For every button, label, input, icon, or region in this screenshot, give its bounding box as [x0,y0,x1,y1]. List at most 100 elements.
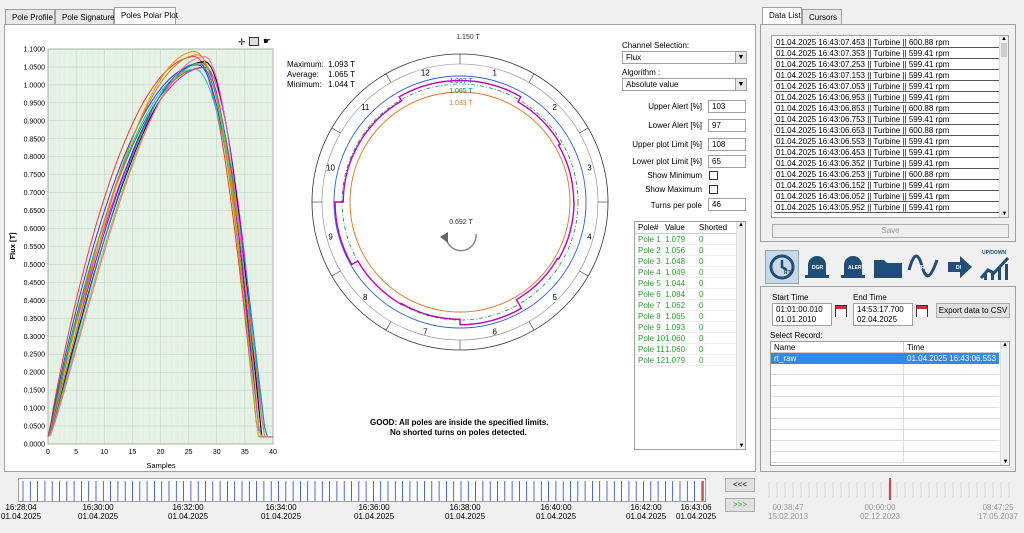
up-down-chart-icon[interactable]: UP/DOWN [978,250,1012,284]
scroll-down-icon[interactable]: ▼ [1002,459,1009,465]
data-list-item[interactable]: 01.04.2025 16:43:07.153 || Turbine || 59… [774,70,1006,81]
pole-shorted-cell: 0 [699,257,704,266]
timeline-date: 01.04.2025 [676,512,717,521]
data-list-item[interactable]: 01.04.2025 16:43:07.253 || Turbine || 59… [774,59,1006,70]
scroll-down-icon[interactable]: ▼ [738,443,745,449]
icon-button-label: DI [956,265,961,271]
pole-value-cell: 1.079 [665,235,686,244]
data-list-item[interactable]: 01.04.2025 16:43:06.653 || Turbine || 60… [774,125,1006,136]
lower-plot-input[interactable]: 65 [708,155,746,168]
tab-poles-polar-plot[interactable]: Poles Polar Plot [114,7,178,24]
pan-tool-icon[interactable] [249,37,259,46]
pole-table-scrollbar[interactable]: ▲ ▼ [736,222,745,449]
rotation-arrow-icon [440,232,477,252]
y-tick-label: 0.8000 [24,154,46,161]
mini-timeline[interactable] [765,478,1020,502]
data-list-item[interactable]: 01.04.2025 16:43:06.052 || Turbine || 59… [774,191,1006,202]
end-time-field[interactable]: 14:53:17.700 02.04.2025 [853,303,913,326]
folder-icon[interactable] [871,250,905,284]
pole-table-row[interactable]: Pole 2 1.056 0 [635,245,745,256]
data-list-item[interactable]: 01.04.2025 16:43:06.152 || Turbine || 59… [774,180,1006,191]
tab-data-list[interactable]: Data List [762,7,802,24]
records-table[interactable]: Name Time rt_raw 01.04.2025 16:43:06.553… [770,341,1010,466]
pole-table-row[interactable]: Pole 1 1.079 0 [635,234,745,245]
data-list-item[interactable]: 01.04.2025 16:43:06.253 || Turbine || 60… [774,169,1006,180]
calendar-icon[interactable] [835,305,847,317]
timeline-date: 01.04.2025 [445,512,486,521]
data-list[interactable]: 01.04.2025 16:43:07.453 || Turbine || 60… [771,35,1009,218]
data-list-item[interactable]: 01.04.2025 16:43:07.453 || Turbine || 60… [774,37,1006,48]
data-list-item[interactable]: 01.04.2025 16:43:07.353 || Turbine || 59… [774,48,1006,59]
di-export-icon[interactable]: DI [944,250,978,284]
x-tick-label: 0 [46,449,50,456]
pole-shorted-cell: 0 [699,268,704,277]
x-tick-label: 20 [157,449,165,456]
records-header: Name Time [771,342,1009,353]
mini-time: 00:38:47 [772,503,804,512]
start-time-field[interactable]: 01:01:00.010 01.01.2010 [772,303,832,326]
trend-icon[interactable]: TR [906,250,940,284]
data-list-item[interactable]: 01.04.2025 16:43:06.853 || Turbine || 60… [774,103,1006,114]
pole-table-row[interactable]: Pole 9 1.093 0 [635,322,745,333]
start-date-value: 01.01.2010 [776,315,817,324]
data-list-item[interactable]: 01.04.2025 16:43:06.352 || Turbine || 59… [774,158,1006,169]
upper-plot-input[interactable]: 108 [708,138,746,151]
scroll-up-icon[interactable]: ▲ [1001,36,1007,42]
zoom-tool-icon[interactable]: ✛ [238,37,246,47]
save-button[interactable]: Save [772,224,1009,238]
data-list-item[interactable]: 01.04.2025 16:43:05.952 || Turbine || 59… [774,202,1006,213]
tab-pole-signature[interactable]: Pole Signature [55,9,114,24]
pole-name-cell: Pole 4 [638,268,661,277]
timeline-bar[interactable] [18,478,706,502]
scroll-up-icon[interactable]: ▲ [738,222,744,228]
data-list-item[interactable]: 01.04.2025 16:43:07.053 || Turbine || 59… [774,81,1006,92]
show-max-checkbox[interactable] [709,185,718,194]
pole-table-row[interactable]: Pole 11 1.060 0 [635,344,745,355]
prev-button[interactable]: <<< [725,478,755,492]
pole-values-trace [334,79,575,326]
end-date-value: 02.04.2025 [857,315,898,324]
records-scrollbar[interactable]: ▲ ▼ [1000,342,1009,465]
scroll-down-icon[interactable]: ▼ [1001,211,1008,217]
scroll-thumb[interactable] [1001,43,1007,57]
lower-alert-input[interactable]: 97 [708,119,746,132]
data-list-item[interactable]: 01.04.2025 16:43:06.453 || Turbine || 59… [774,147,1006,158]
data-list-scrollbar[interactable]: ▲ ▼ [999,36,1008,217]
pole-table-row[interactable]: Pole 8 1.065 0 [635,311,745,322]
channel-select[interactable]: Flux ▼ [622,51,747,64]
dgr-bell-icon[interactable]: DGR [800,250,834,284]
tab-pole-profile[interactable]: Pole Profile [5,9,55,24]
pole-table-row[interactable]: Pole 7 1.062 0 [635,300,745,311]
calendar-icon[interactable] [916,305,928,317]
pole-table-row[interactable]: Pole 6 1.084 0 [635,289,745,300]
next-button[interactable]: >>> [725,498,755,512]
pole-table-row[interactable]: Pole 12 1.079 0 [635,355,745,366]
pole-table-row[interactable]: Pole 10 1.060 0 [635,333,745,344]
timeline-label: 16:40:00 01.04.2025 [536,503,576,521]
realtime-clock-icon[interactable]: RT [765,250,799,284]
pole-number-label: 12 [421,69,430,78]
show-min-checkbox[interactable] [709,171,718,180]
export-csv-button[interactable]: Export data to CSV [936,303,1010,318]
data-list-item[interactable]: 01.04.2025 16:43:06.553 || Turbine || 59… [774,136,1006,147]
record-row[interactable]: rt_raw 01.04.2025 16:43:06.553 [771,353,999,364]
pole-value-cell: 1.062 [665,301,686,310]
pole-table-row[interactable]: Pole 3 1.048 0 [635,256,745,267]
end-time-label: End Time [853,293,887,302]
pole-table-row[interactable]: Pole 5 1.044 0 [635,278,745,289]
upper-alert-input[interactable]: 103 [708,100,746,113]
pole-number-label: 2 [553,103,558,112]
scroll-up-icon[interactable]: ▲ [1002,342,1008,348]
alert-bell-icon[interactable]: ALERT [836,250,870,284]
hand-tool-icon[interactable]: ☛ [263,36,272,46]
tab-cursors[interactable]: Cursors [802,9,842,24]
algorithm-select[interactable]: Absolute value ▼ [622,78,747,91]
data-list-item[interactable]: 01.04.2025 16:43:06.953 || Turbine || 59… [774,92,1006,103]
pole-table-row[interactable]: Pole 4 1.049 0 [635,267,745,278]
pole-profile-curve [47,56,273,438]
pole-shorted-cell: 0 [699,334,704,343]
turns-input[interactable]: 46 [708,198,746,211]
data-list-item[interactable]: 01.04.2025 16:43:06.753 || Turbine || 59… [774,114,1006,125]
max-label: Maximum: [287,60,324,69]
pole-value-cell: 1.093 [665,323,686,332]
